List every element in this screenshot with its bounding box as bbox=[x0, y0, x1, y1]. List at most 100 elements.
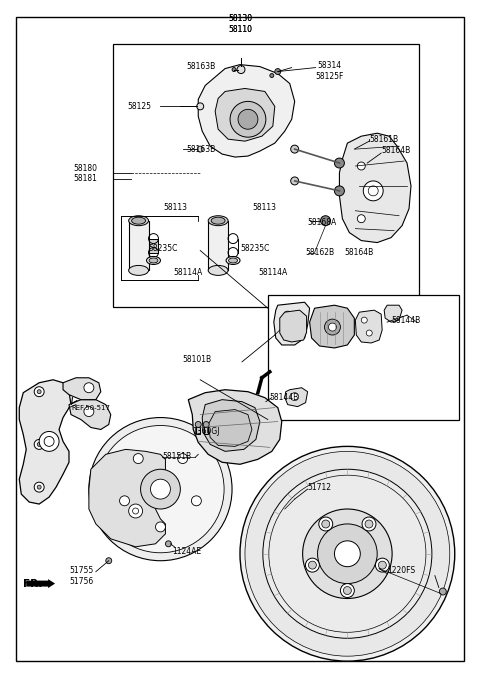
Text: 58113: 58113 bbox=[252, 203, 276, 212]
Text: 58162B: 58162B bbox=[306, 248, 335, 257]
Text: 58125F: 58125F bbox=[315, 72, 344, 81]
Polygon shape bbox=[280, 310, 307, 342]
Circle shape bbox=[378, 561, 386, 569]
Bar bbox=[204, 422, 208, 435]
Text: 58114A: 58114A bbox=[173, 268, 203, 277]
Text: 58151B: 58151B bbox=[162, 452, 192, 461]
Text: 58130: 58130 bbox=[228, 14, 252, 23]
Circle shape bbox=[97, 426, 224, 553]
Text: 58144B: 58144B bbox=[391, 316, 420, 324]
Text: 58130: 58130 bbox=[228, 14, 252, 23]
Circle shape bbox=[335, 541, 360, 566]
Polygon shape bbox=[63, 378, 101, 400]
Circle shape bbox=[363, 181, 383, 201]
Circle shape bbox=[37, 485, 41, 489]
Circle shape bbox=[166, 541, 171, 547]
Ellipse shape bbox=[146, 256, 160, 265]
Polygon shape bbox=[310, 305, 354, 348]
Text: 58110: 58110 bbox=[228, 25, 252, 34]
Circle shape bbox=[305, 558, 319, 572]
Circle shape bbox=[362, 517, 376, 531]
Circle shape bbox=[365, 520, 373, 528]
Polygon shape bbox=[208, 409, 252, 446]
Circle shape bbox=[34, 482, 44, 492]
Circle shape bbox=[324, 319, 340, 335]
Circle shape bbox=[328, 323, 336, 331]
Circle shape bbox=[357, 162, 365, 170]
Text: 58180: 58180 bbox=[73, 165, 97, 173]
Circle shape bbox=[322, 520, 330, 528]
Circle shape bbox=[120, 496, 130, 506]
Polygon shape bbox=[202, 400, 260, 452]
Text: 58101B: 58101B bbox=[182, 356, 212, 364]
Circle shape bbox=[129, 504, 143, 518]
Circle shape bbox=[439, 588, 446, 595]
Ellipse shape bbox=[211, 217, 225, 224]
Circle shape bbox=[133, 454, 143, 464]
Circle shape bbox=[106, 558, 112, 564]
Circle shape bbox=[197, 103, 204, 110]
Text: 51712: 51712 bbox=[308, 483, 332, 492]
Circle shape bbox=[291, 145, 299, 153]
Circle shape bbox=[192, 496, 202, 506]
Circle shape bbox=[141, 469, 180, 509]
Ellipse shape bbox=[129, 265, 148, 275]
FancyArrow shape bbox=[26, 579, 55, 588]
Bar bbox=[268, 295, 459, 420]
Text: 1124AE: 1124AE bbox=[172, 547, 202, 556]
Circle shape bbox=[237, 65, 245, 73]
Circle shape bbox=[178, 454, 188, 464]
Circle shape bbox=[39, 432, 59, 452]
Text: 58110: 58110 bbox=[228, 25, 252, 34]
Text: 58235C: 58235C bbox=[240, 244, 269, 253]
Polygon shape bbox=[355, 310, 382, 343]
Ellipse shape bbox=[149, 258, 158, 263]
Circle shape bbox=[291, 392, 299, 401]
Text: 1360GJ: 1360GJ bbox=[192, 427, 220, 436]
Circle shape bbox=[275, 69, 281, 75]
Circle shape bbox=[318, 524, 377, 583]
Text: 58125: 58125 bbox=[128, 102, 152, 111]
Circle shape bbox=[270, 73, 274, 78]
Text: 58181: 58181 bbox=[73, 175, 97, 184]
Circle shape bbox=[245, 452, 450, 656]
Circle shape bbox=[357, 215, 365, 222]
Polygon shape bbox=[129, 221, 148, 271]
Text: 58235C: 58235C bbox=[148, 244, 178, 253]
Circle shape bbox=[291, 177, 299, 185]
Circle shape bbox=[240, 446, 455, 661]
Polygon shape bbox=[198, 65, 295, 157]
Circle shape bbox=[319, 517, 333, 531]
Text: FR.: FR. bbox=[23, 579, 43, 589]
Bar bbox=[113, 44, 419, 307]
Circle shape bbox=[37, 390, 41, 394]
Polygon shape bbox=[89, 449, 166, 547]
Circle shape bbox=[340, 583, 354, 598]
Polygon shape bbox=[19, 379, 71, 504]
Circle shape bbox=[321, 216, 330, 226]
Ellipse shape bbox=[226, 256, 240, 265]
Text: 58314: 58314 bbox=[318, 61, 342, 70]
Circle shape bbox=[361, 317, 367, 323]
Text: REF.50-517: REF.50-517 bbox=[71, 405, 110, 411]
Text: 51755: 51755 bbox=[69, 566, 93, 575]
Circle shape bbox=[309, 561, 316, 569]
Circle shape bbox=[232, 67, 236, 71]
Polygon shape bbox=[215, 88, 275, 141]
Circle shape bbox=[34, 387, 44, 396]
Text: 58168A: 58168A bbox=[308, 218, 337, 227]
Circle shape bbox=[263, 469, 432, 639]
Text: 58163B: 58163B bbox=[186, 62, 216, 71]
Circle shape bbox=[335, 186, 344, 196]
Circle shape bbox=[197, 146, 203, 152]
Text: 58113: 58113 bbox=[164, 203, 188, 212]
Circle shape bbox=[203, 422, 209, 428]
Circle shape bbox=[230, 101, 266, 137]
Ellipse shape bbox=[208, 216, 228, 226]
Polygon shape bbox=[285, 388, 308, 407]
Ellipse shape bbox=[132, 217, 145, 224]
Polygon shape bbox=[274, 302, 310, 345]
Circle shape bbox=[375, 558, 389, 572]
Circle shape bbox=[366, 330, 372, 336]
Circle shape bbox=[302, 509, 392, 598]
